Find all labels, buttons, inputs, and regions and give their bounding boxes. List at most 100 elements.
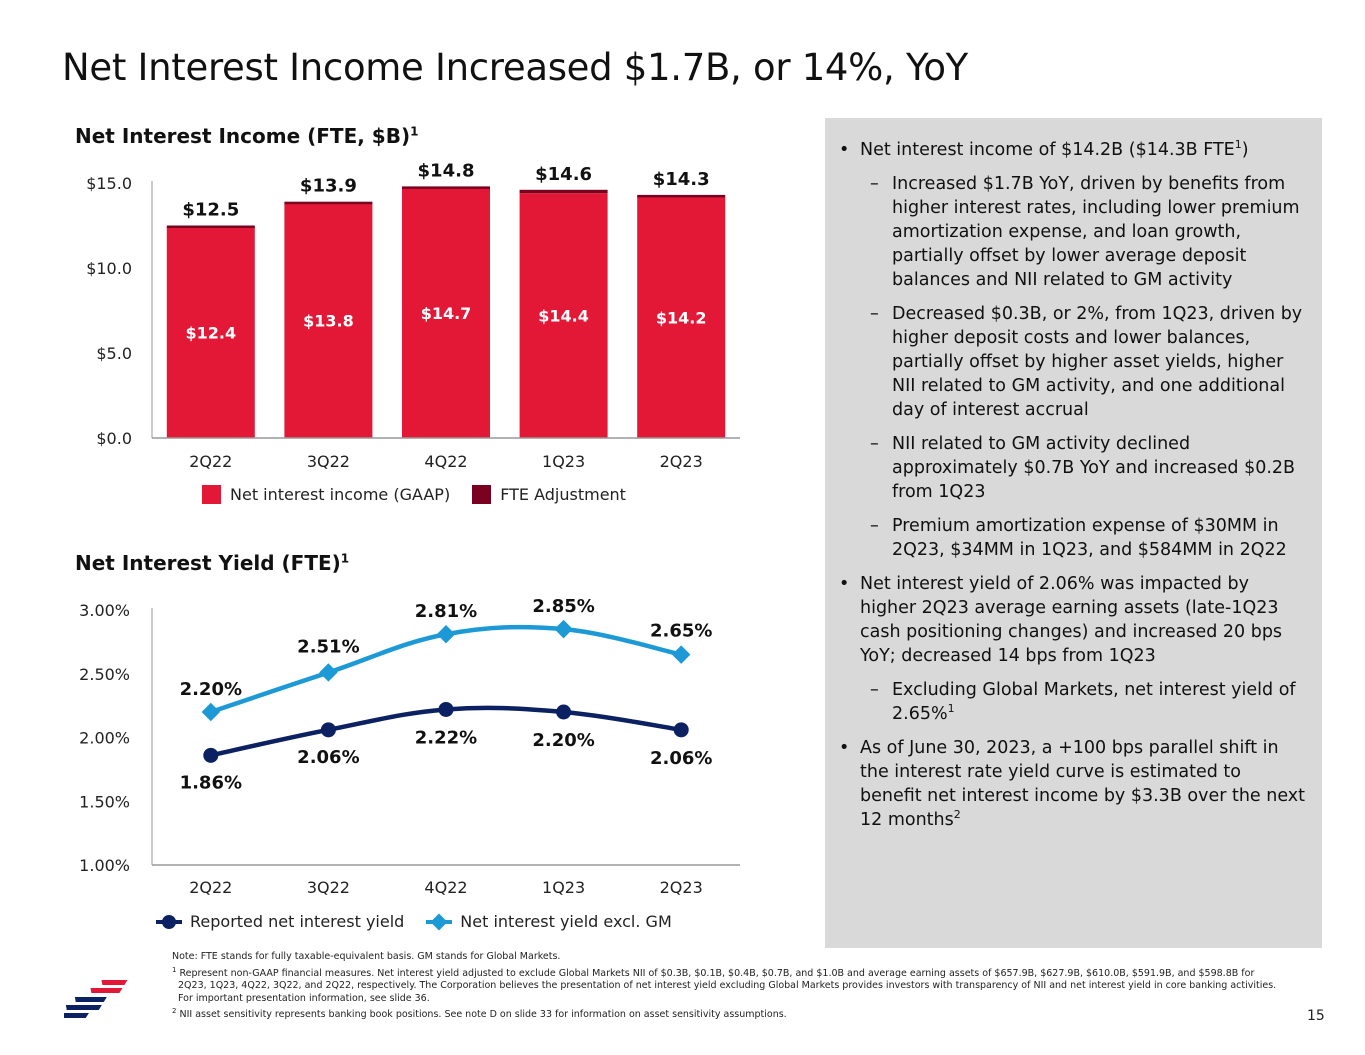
line-x-tick-label: 1Q23 (542, 878, 585, 897)
sub-bullet-qoq: Decreased $0.3B, or 2%, from 1Q23, drive… (837, 302, 1306, 422)
page-title: Net Interest Income Increased $1.7B, or … (62, 46, 968, 89)
sub-bullet-excl-gm-text: Excluding Global Markets, net interest y… (892, 680, 1296, 724)
line-y-tick-label: 2.50% (79, 665, 130, 684)
bar-x-tick-label: 4Q22 (424, 452, 467, 471)
bar-x-tick-label: 3Q22 (307, 452, 350, 471)
sub-bullet-yoy: Increased $1.7B YoY, driven by benefits … (837, 172, 1306, 292)
point-excl-gm (436, 625, 456, 644)
bullet-net-interest-yield: Net interest yield of 2.06% was impacted… (837, 572, 1306, 668)
bar-y-tick-label: $0.0 (96, 429, 132, 448)
legend-label-fte: FTE Adjustment (500, 485, 626, 504)
label-reported: 1.86% (180, 772, 242, 793)
label-excl-gm: 2.51% (297, 636, 359, 657)
sub-bullet-gm-activity: NII related to GM activity declined appr… (837, 432, 1306, 504)
page-number: 15 (1307, 1008, 1325, 1024)
label-excl-gm: 2.81% (415, 601, 477, 622)
bullet-nii-text-end: ) (1241, 140, 1249, 160)
legend-item-fte: FTE Adjustment (472, 485, 626, 504)
footnote-1-text: Represent non-GAAP financial measures. N… (178, 967, 1277, 1004)
bar-chart-legend: Net interest income (GAAP) FTE Adjustmen… (202, 485, 648, 504)
bar-x-tick-label: 1Q23 (542, 452, 585, 471)
bar-total-value-label: $14.8 (418, 160, 475, 181)
sub-bullet-excl-gm: Excluding Global Markets, net interest y… (837, 678, 1306, 726)
legend-swatch-excl-gm (426, 913, 453, 930)
point-reported (438, 701, 454, 717)
legend-swatch-reported (156, 914, 182, 929)
bar-gaap (284, 203, 373, 438)
bar-chart-title-text: Net Interest Income (FTE, $B) (75, 124, 411, 148)
label-excl-gm: 2.85% (532, 596, 594, 617)
bullet-nii-footnote: 1 (1234, 138, 1242, 152)
legend-swatch-gaap (202, 485, 221, 504)
sub-bullet-excl-gm-footnote: 1 (947, 702, 955, 716)
legend-item-gaap: Net interest income (GAAP) (202, 485, 450, 504)
bar-total-value-label: $13.9 (300, 176, 357, 197)
bank-flag-logo-icon (64, 980, 128, 1018)
line-y-tick-label: 1.00% (79, 856, 130, 875)
legend-item-excl-gm: Net interest yield excl. GM (426, 912, 672, 931)
bar-fte-adjustment (637, 194, 726, 198)
label-reported: 2.06% (650, 748, 712, 769)
line-x-tick-label: 2Q23 (660, 878, 703, 897)
bullet-asset-sensitivity-footnote: 2 (953, 808, 961, 822)
point-reported (320, 722, 336, 738)
footnote-2-mark: 2 (172, 1007, 177, 1016)
bar-gaap-value-label: $14.2 (656, 308, 707, 327)
bullet-nii-text: Net interest income of $14.2B ($14.3B FT… (860, 140, 1235, 160)
bar-gaap-value-label: $12.4 (185, 324, 236, 343)
bar-y-tick-label: $15.0 (86, 174, 132, 193)
nii-bar-chart: $0.0 $5.0 $10.0 $15.0 $12.4 $12.5 2Q22 $13.8 $13… (86, 160, 740, 471)
line-x-tick-label: 3Q22 (307, 878, 350, 897)
bar-fte-adjustment (519, 189, 608, 194)
bar-fte-adjustment (284, 201, 373, 205)
commentary-panel: Net interest income of $14.2B ($14.3B FT… (825, 118, 1322, 948)
line-y-tick-label: 2.00% (79, 729, 130, 748)
bar-gaap-value-label: $14.4 (538, 307, 589, 326)
line-chart-title-text: Net Interest Yield (FTE) (75, 551, 341, 575)
line-chart-legend: Reported net interest yield Net interest… (156, 912, 694, 931)
line-x-tick-label: 4Q22 (424, 878, 467, 897)
footnote-2: 2 NII asset sensitivity represents banki… (172, 1005, 1282, 1022)
point-excl-gm (672, 645, 691, 664)
line-y-tick-label: 1.50% (79, 792, 130, 811)
line-chart-title: Net Interest Yield (FTE)1 (75, 551, 349, 575)
legend-label-gaap: Net interest income (GAAP) (230, 485, 451, 504)
point-reported (203, 747, 219, 763)
yield-line-chart: 1.00% 1.50% 2.00% 2.50% 3.00% 2Q22 3Q22 4Q22 1Q2… (79, 596, 740, 897)
footnote-2-text: NII asset sensitivity represents banking… (179, 1009, 787, 1021)
bar-y-tick-label: $5.0 (96, 344, 132, 363)
line-x-tick-label: 2Q22 (189, 878, 232, 897)
bar-y-tick-label: $10.0 (86, 259, 132, 278)
footnote-1: 1 Represent non-GAAP financial measures.… (172, 964, 1282, 1006)
label-reported: 2.20% (532, 730, 594, 751)
bullet-nii: Net interest income of $14.2B ($14.3B FT… (837, 138, 1306, 162)
bar-chart-title-footnote: 1 (410, 124, 419, 139)
legend-swatch-fte (472, 485, 492, 504)
point-excl-gm (201, 702, 220, 722)
label-excl-gm: 2.20% (180, 679, 242, 700)
bar-total-value-label: $14.3 (653, 169, 710, 190)
legend-label-reported: Reported net interest yield (190, 912, 405, 931)
bar-gaap-value-label: $13.8 (303, 312, 354, 331)
line-chart-title-footnote: 1 (340, 551, 350, 566)
bullet-asset-sensitivity: As of June 30, 2023, a +100 bps parallel… (837, 736, 1306, 832)
bar-gaap-value-label: $14.7 (421, 304, 472, 323)
legend-label-excl-gm: Net interest yield excl. GM (460, 912, 672, 931)
bar-gaap (519, 193, 608, 438)
line-y-tick-label: 3.00% (79, 601, 130, 620)
bar-fte-adjustment (402, 186, 490, 189)
bar-gaap (166, 227, 255, 438)
footnote-1-mark: 1 (172, 965, 177, 974)
point-reported (673, 722, 689, 738)
bar-x-tick-label: 2Q23 (660, 452, 703, 471)
sub-bullet-premium-amortization: Premium amortization expense of $30MM in… (837, 514, 1306, 562)
label-reported: 2.06% (297, 747, 359, 768)
label-excl-gm: 2.65% (650, 621, 712, 642)
bar-total-value-label: $12.5 (182, 200, 239, 221)
label-reported: 2.22% (415, 727, 477, 748)
bar-x-tick-label: 2Q22 (189, 452, 232, 471)
legend-item-reported: Reported net interest yield (156, 912, 404, 931)
point-excl-gm (319, 663, 338, 682)
footnotes: Note: FTE stands for fully taxable-equiv… (172, 951, 1282, 1022)
bar-total-value-label: $14.6 (535, 164, 592, 185)
